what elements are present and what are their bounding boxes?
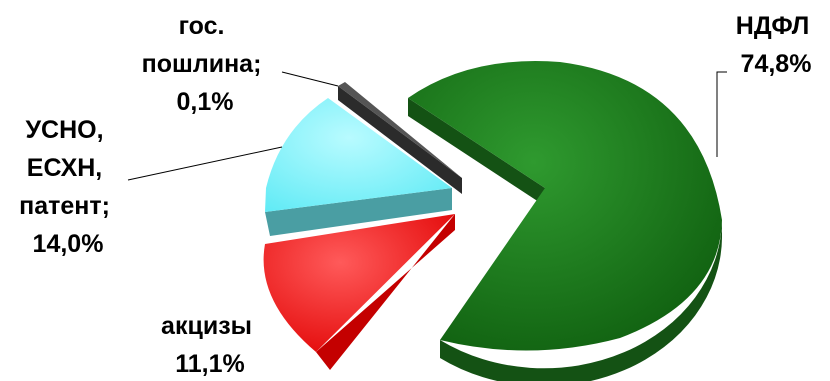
slice-ndfl bbox=[408, 61, 722, 381]
label-usno-line: УСНО, bbox=[25, 116, 103, 144]
label-akcizy-line: 11,1% bbox=[175, 350, 245, 378]
slice-ndfl-side bbox=[408, 98, 722, 381]
slice-ndfl-top bbox=[408, 61, 722, 351]
label-usno-line: патент; bbox=[19, 192, 110, 220]
label-ndfl-line: 74,8% bbox=[741, 50, 812, 78]
slice-usno-top bbox=[265, 98, 452, 212]
label-usno-line: ЕСХН, bbox=[27, 154, 102, 182]
label-gosposhlina-line: гос. bbox=[179, 12, 225, 40]
label-usno-line: 14,0% bbox=[33, 230, 104, 258]
slice-usno bbox=[265, 98, 452, 236]
leader-gosposhlina bbox=[281, 71, 339, 87]
slice-gosposhlina bbox=[338, 82, 462, 194]
slice-gosposhlina-top bbox=[338, 82, 462, 178]
label-gosposhlina: гос. пошлина; 0,1% bbox=[142, 12, 269, 116]
slice-akcizy-side bbox=[316, 214, 455, 370]
label-gosposhlina-line: пошлина; bbox=[142, 50, 262, 78]
label-akcizy-line: акцизы bbox=[161, 312, 252, 340]
label-gosposhlina-line: 0,1% bbox=[177, 88, 234, 116]
label-ndfl-line: НДФЛ bbox=[736, 12, 809, 40]
slice-gosposhlina-side bbox=[338, 86, 462, 194]
slice-usno-side bbox=[265, 188, 452, 236]
slice-akcizy-top bbox=[263, 214, 455, 352]
label-usno: УСНО, ЕСХН, патент; 14,0% bbox=[19, 116, 117, 258]
leader-usno bbox=[127, 146, 283, 181]
label-akcizy: акцизы 11,1% bbox=[161, 312, 259, 378]
slice-akcizy bbox=[263, 214, 455, 370]
leader-ndfl bbox=[716, 71, 727, 157]
label-ndfl: НДФЛ 74,8% bbox=[736, 12, 816, 78]
